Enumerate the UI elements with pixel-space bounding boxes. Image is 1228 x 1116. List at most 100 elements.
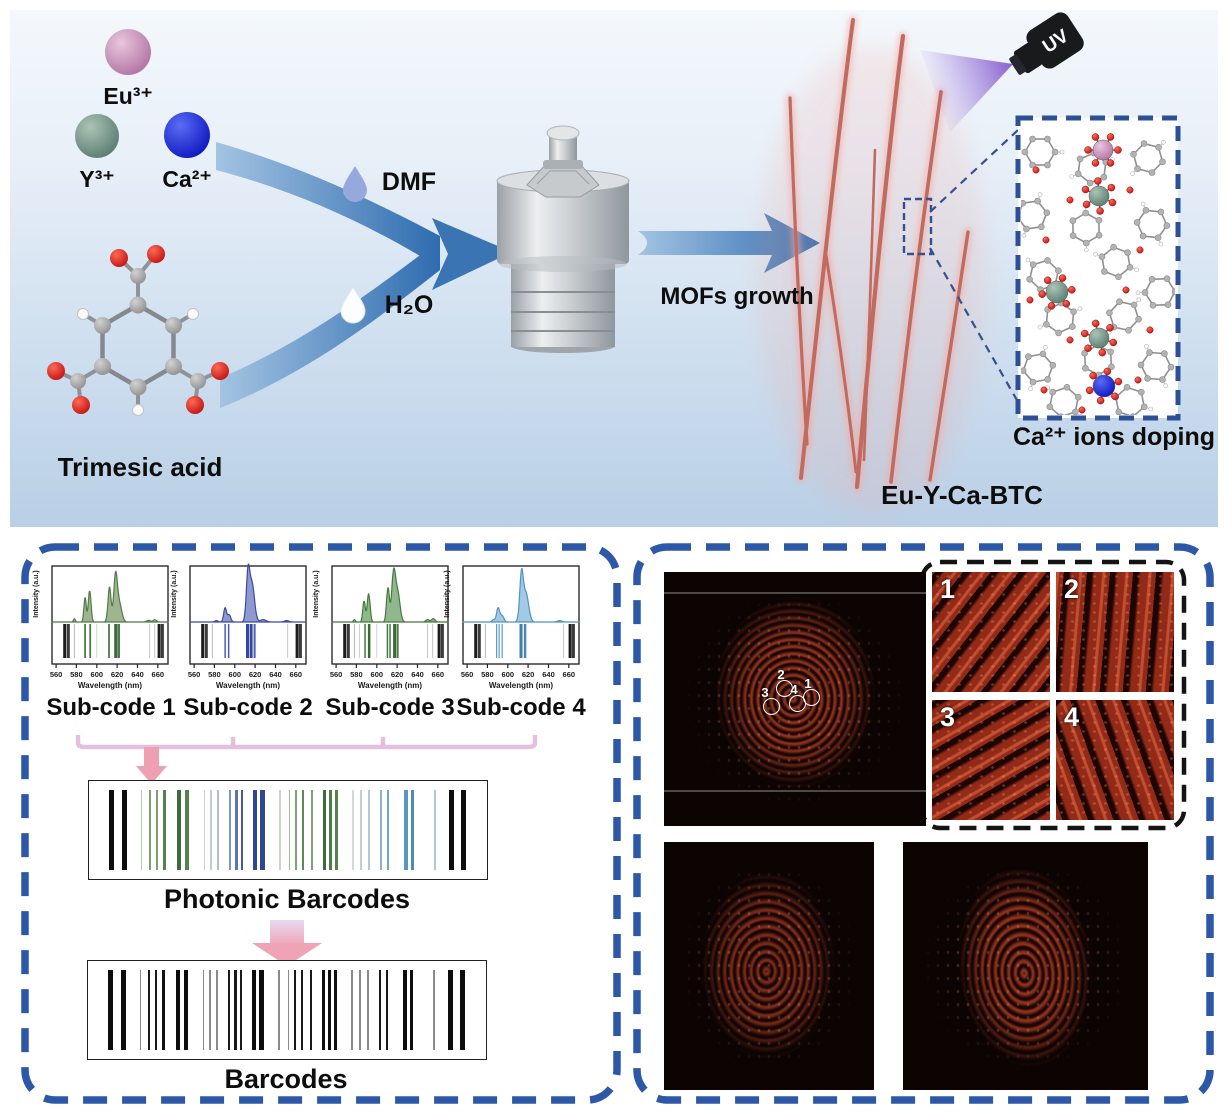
barcode-bar <box>121 790 127 870</box>
barcode-bar <box>184 790 189 870</box>
barcode-bar <box>107 970 113 1050</box>
barcode-bar <box>176 970 181 1050</box>
subcode2-label: Sub-code 2 <box>183 694 313 721</box>
barcode-bar <box>359 970 361 1050</box>
fingerprint-speckle <box>903 842 1148 1090</box>
ca-ion-label: Ca²⁺ <box>162 166 212 192</box>
barcode-bar <box>260 790 265 870</box>
crystal-structure <box>1021 133 1175 415</box>
barcode-bar <box>240 970 243 1050</box>
barcode-bar <box>334 790 338 870</box>
svg-text:560: 560 <box>188 670 201 679</box>
fingerprint-print <box>693 860 843 1070</box>
autoclave-icon <box>496 125 630 353</box>
svg-text:Wavelength (nm): Wavelength (nm) <box>216 681 280 690</box>
trimesic-acid-molecule <box>47 245 229 416</box>
svg-text:600: 600 <box>229 670 242 679</box>
svg-text:560: 560 <box>50 670 63 679</box>
barcode-bar <box>449 790 455 870</box>
svg-text:620: 620 <box>391 670 404 679</box>
barcode-bar <box>404 790 408 870</box>
ridge-speckle <box>932 572 1050 692</box>
y-ion-sphere <box>75 114 119 158</box>
barcode-bar <box>217 790 219 870</box>
dmf-label: DMF <box>381 168 437 196</box>
ca-ion-sphere <box>164 112 210 158</box>
svg-text:Intensity (a.u.): Intensity (a.u.) <box>33 570 40 617</box>
ridge-tile-2: 2 <box>1056 572 1174 692</box>
barcode-bar <box>323 790 327 870</box>
svg-text:640: 640 <box>269 670 282 679</box>
main-fingerprint-image <box>664 572 926 826</box>
barcode-bar <box>161 970 165 1050</box>
barcode-bar <box>241 790 244 870</box>
barcode-bar <box>202 970 205 1050</box>
dmf-droplet-icon <box>343 166 367 202</box>
svg-text:580: 580 <box>70 670 83 679</box>
subcode4-label: Sub-code 4 <box>456 694 586 721</box>
svg-text:580: 580 <box>208 670 221 679</box>
svg-text:Intensity (a.u.): Intensity (a.u.) <box>313 570 320 617</box>
water-droplet-icon <box>340 286 366 324</box>
spot-label-3: 3 <box>761 685 769 700</box>
barcode-bar <box>154 970 157 1050</box>
svg-text:Wavelength (nm): Wavelength (nm) <box>489 681 553 690</box>
barcode-bar <box>322 970 326 1050</box>
barcode-bar <box>327 970 331 1050</box>
barcode-bar <box>140 790 143 870</box>
fingerprint-image-3 <box>903 842 1148 1090</box>
barcode-bar <box>234 970 237 1050</box>
barcode-bar <box>434 790 436 870</box>
svg-text:640: 640 <box>542 670 555 679</box>
spot-circle-1 <box>803 689 820 706</box>
ridge-pattern <box>932 700 1050 820</box>
svg-text:640: 640 <box>411 670 424 679</box>
svg-text:660: 660 <box>152 670 165 679</box>
subcode3-spectrum-chart: 560 580 600 620 640 660 Wavelength (nm) Intensi… <box>313 565 449 690</box>
fingerprint-print <box>705 585 885 800</box>
ridge-speckle <box>932 700 1050 820</box>
barcode-bar <box>209 970 211 1050</box>
barcode-bar <box>379 970 382 1050</box>
svg-text:620: 620 <box>249 670 262 679</box>
barcode-bar <box>228 970 231 1050</box>
y-ion-label: Y³⁺ <box>79 166 115 192</box>
tile-label-4: 4 <box>1064 702 1080 732</box>
subcode2-spectrum-chart: 560 580 600 620 640 660 Wavelength (nm) Intensi… <box>171 563 307 690</box>
barcode-bar <box>328 790 332 870</box>
uv-lamp-icon: UV <box>1009 12 1084 75</box>
svg-text:580: 580 <box>350 670 363 679</box>
subcode-bracket <box>75 735 538 784</box>
scheme-illustration: UV <box>47 12 1181 515</box>
barcode-panel-border <box>21 543 621 1104</box>
ridge-pattern <box>1056 700 1174 820</box>
barcode-bar <box>251 970 257 1050</box>
barcode-bar <box>294 970 297 1050</box>
barcode-bar <box>278 970 280 1050</box>
fingerprint-panel-border <box>633 543 1214 1104</box>
barcode-bar <box>311 790 314 870</box>
barcode-bar <box>279 790 281 870</box>
tile-label-1: 1 <box>940 574 956 604</box>
uv-beam <box>920 50 1013 132</box>
barcode-bar <box>287 970 290 1050</box>
barcode-bar <box>386 790 389 870</box>
svg-text:Intensity (a.u.): Intensity (a.u.) <box>171 570 178 617</box>
barcode-bar <box>461 790 467 870</box>
barcodes-title: Barcodes <box>224 1064 348 1094</box>
eu-ion-label: Eu³⁺ <box>103 83 153 109</box>
svg-text:660: 660 <box>290 670 303 679</box>
barcode-bar <box>295 790 298 870</box>
svg-text:660: 660 <box>563 670 576 679</box>
barcode-bar <box>108 790 114 870</box>
mofs-growth-label: MOFs growth <box>660 283 814 310</box>
svg-text:Wavelength (nm): Wavelength (nm) <box>358 681 422 690</box>
ridge-tile-4: 4 <box>1056 700 1174 820</box>
ridge-pattern <box>932 572 1050 692</box>
barcode-bar <box>149 790 152 870</box>
barcode-bar <box>148 970 151 1050</box>
trimesic-acid-label: Trimesic acid <box>57 452 223 482</box>
product-label: Eu-Y-Ca-BTC <box>881 480 1043 510</box>
barcode-bar <box>460 970 466 1050</box>
